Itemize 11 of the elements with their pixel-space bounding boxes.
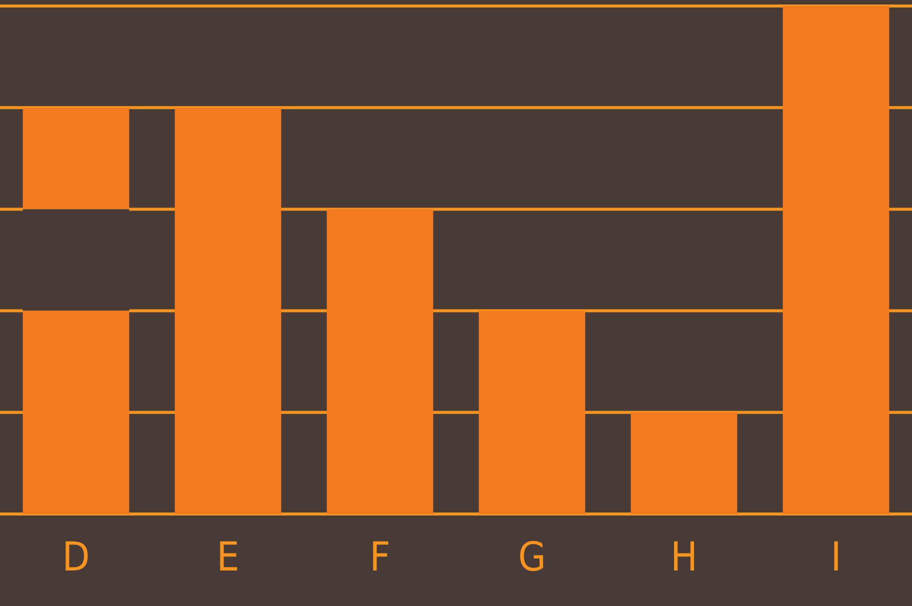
bar	[782, 6, 890, 514]
x-tick-label: F	[370, 534, 390, 580]
x-tick-label: D	[62, 534, 90, 580]
bar	[630, 412, 738, 514]
x-tick-label: I	[830, 534, 842, 580]
bar	[478, 310, 586, 514]
x-tick-label: G	[518, 534, 546, 580]
x-tick-label: E	[216, 534, 240, 580]
bar	[174, 108, 282, 514]
x-tick-label: H	[670, 534, 698, 580]
bar	[326, 209, 434, 514]
